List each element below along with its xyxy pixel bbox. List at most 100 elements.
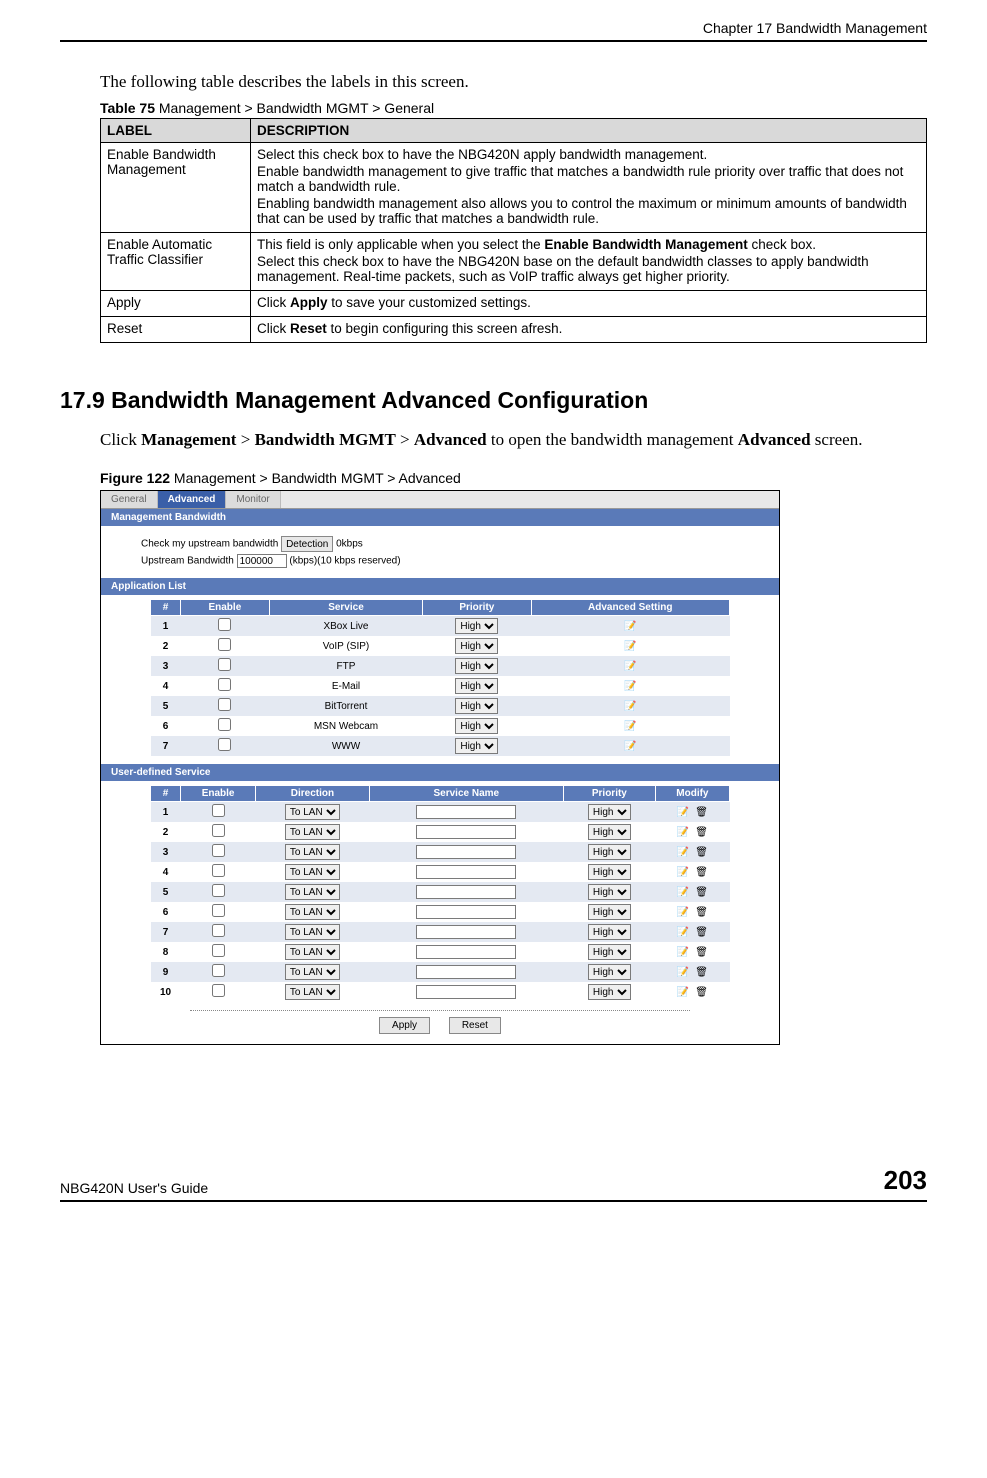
ud-enable-checkbox[interactable] xyxy=(212,884,225,897)
ud-direction-select[interactable]: To LAN xyxy=(285,984,340,1000)
ud-enable-checkbox[interactable] xyxy=(212,904,225,917)
delete-icon[interactable] xyxy=(695,907,708,918)
ud-service-name-input[interactable] xyxy=(416,925,516,939)
ud-enable-checkbox[interactable] xyxy=(212,984,225,997)
edit-icon[interactable] xyxy=(677,887,689,898)
ud-service-name-input[interactable] xyxy=(416,865,516,879)
app-row-number: 5 xyxy=(151,696,181,716)
ud-service-name-input[interactable] xyxy=(416,825,516,839)
edit-icon[interactable] xyxy=(624,641,636,652)
ud-priority-select[interactable]: High xyxy=(588,904,631,920)
edit-icon[interactable] xyxy=(624,681,636,692)
ud-col-header: Priority xyxy=(563,786,655,802)
delete-icon[interactable] xyxy=(695,867,708,878)
ud-direction-select[interactable]: To LAN xyxy=(285,904,340,920)
ud-priority-select[interactable]: High xyxy=(588,984,631,1000)
ud-priority-select[interactable]: High xyxy=(588,964,631,980)
ud-service-name-input[interactable] xyxy=(416,845,516,859)
app-priority-select[interactable]: High xyxy=(455,698,498,714)
ud-enable-checkbox[interactable] xyxy=(212,924,225,937)
edit-icon[interactable] xyxy=(677,847,689,858)
edit-icon[interactable] xyxy=(677,907,689,918)
ud-enable-checkbox[interactable] xyxy=(212,844,225,857)
edit-icon[interactable] xyxy=(677,867,689,878)
ud-enable-checkbox[interactable] xyxy=(212,944,225,957)
delete-icon[interactable] xyxy=(695,827,708,838)
ud-service-name-input[interactable] xyxy=(416,945,516,959)
delete-icon[interactable] xyxy=(695,847,708,858)
ud-priority-select[interactable]: High xyxy=(588,844,631,860)
ud-row-number: 3 xyxy=(151,842,181,862)
edit-icon[interactable] xyxy=(624,661,636,672)
ud-service-name-input[interactable] xyxy=(416,905,516,919)
app-enable-checkbox[interactable] xyxy=(218,658,231,671)
tab-advanced[interactable]: Advanced xyxy=(158,491,227,508)
edit-icon[interactable] xyxy=(677,987,689,998)
app-priority-select[interactable]: High xyxy=(455,658,498,674)
app-service-name: MSN Webcam xyxy=(269,716,422,736)
ud-priority-select[interactable]: High xyxy=(588,824,631,840)
ud-direction-select[interactable]: To LAN xyxy=(285,824,340,840)
ud-direction-select[interactable]: To LAN xyxy=(285,864,340,880)
ud-enable-checkbox[interactable] xyxy=(212,824,225,837)
app-service-name: E-Mail xyxy=(269,676,422,696)
delete-icon[interactable] xyxy=(695,987,708,998)
tab-monitor[interactable]: Monitor xyxy=(226,491,280,508)
app-enable-checkbox[interactable] xyxy=(218,678,231,691)
delete-icon[interactable] xyxy=(695,887,708,898)
header-rule xyxy=(60,40,927,42)
app-enable-checkbox[interactable] xyxy=(218,718,231,731)
ud-direction-select[interactable]: To LAN xyxy=(285,844,340,860)
reset-button[interactable]: Reset xyxy=(449,1017,501,1034)
delete-icon[interactable] xyxy=(695,947,708,958)
app-priority-select[interactable]: High xyxy=(455,718,498,734)
ud-service-name-input[interactable] xyxy=(416,805,516,819)
edit-icon[interactable] xyxy=(677,827,689,838)
app-priority-select[interactable]: High xyxy=(455,738,498,754)
apply-button[interactable]: Apply xyxy=(379,1017,430,1034)
app-enable-checkbox[interactable] xyxy=(218,738,231,751)
ud-service-name-input[interactable] xyxy=(416,965,516,979)
ud-enable-checkbox[interactable] xyxy=(212,964,225,977)
edit-icon[interactable] xyxy=(624,621,636,632)
ud-priority-select[interactable]: High xyxy=(588,884,631,900)
ud-enable-checkbox[interactable] xyxy=(212,864,225,877)
delete-icon[interactable] xyxy=(695,807,708,818)
tab-bar: GeneralAdvancedMonitor xyxy=(101,491,779,509)
app-priority-select[interactable]: High xyxy=(455,618,498,634)
ud-priority-select[interactable]: High xyxy=(588,924,631,940)
app-col-header: Priority xyxy=(423,600,531,616)
edit-icon[interactable] xyxy=(677,947,689,958)
ud-service-name-input[interactable] xyxy=(416,985,516,999)
ud-priority-select[interactable]: High xyxy=(588,944,631,960)
edit-icon[interactable] xyxy=(624,701,636,712)
edit-icon[interactable] xyxy=(624,721,636,732)
figure-title: Management > Bandwidth MGMT > Advanced xyxy=(170,470,461,486)
table-row-description: This field is only applicable when you s… xyxy=(251,233,927,291)
ud-priority-select[interactable]: High xyxy=(588,804,631,820)
edit-icon[interactable] xyxy=(677,967,689,978)
app-enable-checkbox[interactable] xyxy=(218,638,231,651)
ud-enable-checkbox[interactable] xyxy=(212,804,225,817)
ud-direction-select[interactable]: To LAN xyxy=(285,944,340,960)
app-enable-checkbox[interactable] xyxy=(218,698,231,711)
detection-button[interactable]: Detection xyxy=(281,536,333,552)
ud-priority-select[interactable]: High xyxy=(588,864,631,880)
edit-icon[interactable] xyxy=(624,741,636,752)
app-col-header: # xyxy=(151,600,181,616)
app-priority-select[interactable]: High xyxy=(455,638,498,654)
delete-icon[interactable] xyxy=(695,927,708,938)
upstream-bw-input[interactable] xyxy=(237,554,287,568)
ud-direction-select[interactable]: To LAN xyxy=(285,884,340,900)
app-priority-select[interactable]: High xyxy=(455,678,498,694)
ud-direction-select[interactable]: To LAN xyxy=(285,804,340,820)
delete-icon[interactable] xyxy=(695,967,708,978)
ud-direction-select[interactable]: To LAN xyxy=(285,924,340,940)
edit-icon[interactable] xyxy=(677,807,689,818)
app-enable-checkbox[interactable] xyxy=(218,618,231,631)
edit-icon[interactable] xyxy=(677,927,689,938)
tab-general[interactable]: General xyxy=(101,491,158,508)
table-row-description: Click Apply to save your customized sett… xyxy=(251,291,927,317)
ud-direction-select[interactable]: To LAN xyxy=(285,964,340,980)
ud-service-name-input[interactable] xyxy=(416,885,516,899)
